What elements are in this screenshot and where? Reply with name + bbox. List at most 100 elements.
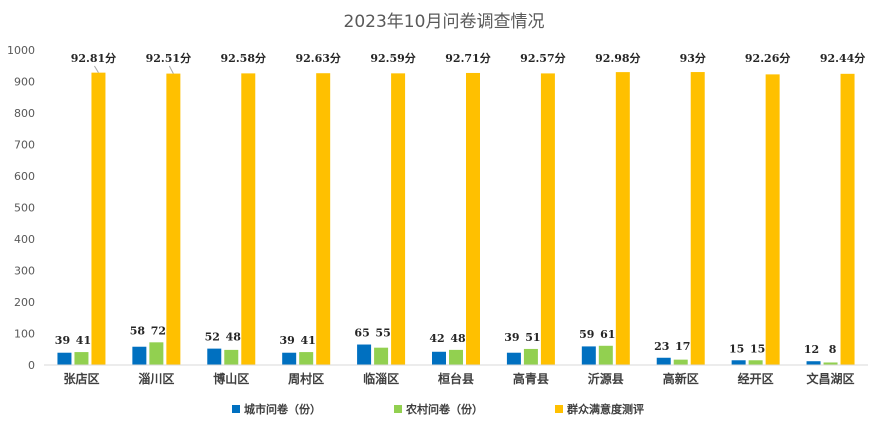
data-label: 8: [829, 343, 837, 356]
bar-3: [765, 74, 780, 366]
data-label: 92.26分: [745, 51, 790, 65]
y-tick-label: 200: [14, 296, 35, 309]
data-label: 12: [804, 343, 819, 356]
data-label: 92.63分: [295, 51, 340, 65]
chart-title: 2023年10月问卷调查情况: [344, 12, 545, 32]
bar-2: [598, 345, 613, 365]
data-label: 41: [301, 334, 316, 347]
bar-3: [615, 72, 630, 365]
data-label: 17: [675, 340, 690, 353]
data-labels-group: 39 41 92.81分 58 72 92.51分 52 48 92.58分 39 41 92.63分…: [55, 51, 865, 356]
data-label: 61: [600, 328, 615, 341]
bar-2: [299, 352, 314, 365]
data-label: 92.51分: [146, 51, 191, 65]
legend-swatch: [232, 405, 240, 413]
bar-2: [823, 362, 838, 365]
data-label: 72: [151, 324, 166, 337]
bar-1: [132, 346, 147, 365]
data-label: 48: [226, 331, 242, 344]
x-tick-label: 桓台县: [438, 371, 474, 386]
bar-2: [224, 349, 239, 365]
bar-1: [432, 351, 446, 365]
legend-swatch: [555, 405, 563, 413]
bar-3: [540, 73, 555, 365]
x-tick-label: 淄川区: [138, 371, 174, 386]
bar-3: [391, 73, 406, 366]
legend: 城市问卷（份） 农村问卷（份） 群众满意度测评: [232, 402, 644, 416]
data-label: 92.44分: [820, 51, 865, 65]
bar-2: [374, 347, 389, 365]
data-label: 39: [280, 334, 295, 347]
y-tick-label: 100: [14, 328, 35, 341]
data-label: 39: [55, 334, 70, 347]
y-tick-label: 1000: [7, 44, 35, 57]
data-label: 15: [729, 342, 744, 355]
data-label: 39: [504, 331, 519, 344]
x-tick-label: 经开区: [738, 371, 774, 386]
x-tick-label: 高新区: [663, 371, 699, 386]
data-label: 65: [354, 327, 369, 340]
bar-2: [673, 359, 688, 365]
x-tick-label: 周村区: [288, 371, 324, 386]
x-tick-label: 文昌湖区: [807, 371, 855, 386]
bar-1: [282, 352, 297, 365]
x-tick-label: 临淄区: [363, 371, 399, 386]
y-tick-label: 600: [14, 170, 35, 183]
bar-3: [241, 73, 256, 366]
data-label: 52: [205, 331, 220, 344]
bar-2: [523, 348, 538, 365]
bar-3: [466, 72, 480, 365]
bar-3: [690, 72, 705, 366]
bar-2: [74, 352, 89, 365]
data-label: 55: [375, 327, 390, 340]
legend-swatch: [394, 405, 402, 413]
y-tick-label: 400: [14, 233, 35, 246]
legend-label: 农村问卷（份）: [405, 402, 483, 416]
data-label: 58: [130, 324, 146, 337]
y-tick-label: 700: [14, 139, 35, 152]
data-label: 15: [750, 342, 765, 355]
bar-2: [748, 360, 763, 365]
data-label: 92.71分: [445, 51, 490, 65]
x-tick-label: 张店区: [63, 371, 99, 386]
bar-2: [149, 342, 164, 365]
data-label: 42: [429, 332, 444, 345]
y-tick-label: 800: [14, 107, 35, 120]
bar-1: [581, 346, 596, 365]
bar-3: [91, 72, 106, 365]
leader-line: [168, 65, 174, 74]
legend-label: 城市问卷（份）: [244, 402, 321, 416]
y-tick-label: 300: [14, 265, 35, 278]
bar-3: [840, 73, 855, 366]
data-label: 93分: [680, 51, 706, 65]
bar-1: [506, 352, 521, 365]
data-label: 41: [76, 334, 91, 347]
bar-2: [449, 349, 463, 365]
x-tick-label: 高青县: [513, 371, 549, 386]
legend-label: 群众满意度测评: [566, 402, 644, 416]
data-label: 92.57分: [520, 51, 565, 65]
bars-group: [57, 72, 855, 366]
data-label: 92.59分: [370, 51, 415, 65]
data-label: 92.58分: [221, 51, 266, 65]
y-tick-label: 900: [14, 76, 35, 89]
bar-1: [57, 352, 72, 365]
x-axis: 张店区 淄川区 博山区 周村区 临淄区 桓台县 高青县 沂源县 高新区 经开区 文昌湖区: [63, 371, 854, 386]
y-tick-label: 500: [14, 202, 35, 215]
y-axis: 0 100 200 300 400 500 600 700 800 900 1000: [7, 44, 35, 372]
y-tick-label: 0: [28, 359, 35, 372]
leader-line: [94, 65, 99, 73]
data-label: 48: [450, 332, 466, 345]
bar-1: [731, 360, 746, 365]
bar-1: [207, 348, 222, 365]
bar-1: [656, 357, 671, 365]
data-label: 59: [579, 328, 594, 341]
data-label: 92.98分: [595, 51, 640, 65]
x-tick-label: 沂源县: [588, 371, 624, 386]
bar-1: [806, 361, 821, 365]
data-label: 92.81分: [71, 51, 116, 65]
data-label: 23: [654, 340, 669, 353]
bar-1: [357, 344, 372, 365]
